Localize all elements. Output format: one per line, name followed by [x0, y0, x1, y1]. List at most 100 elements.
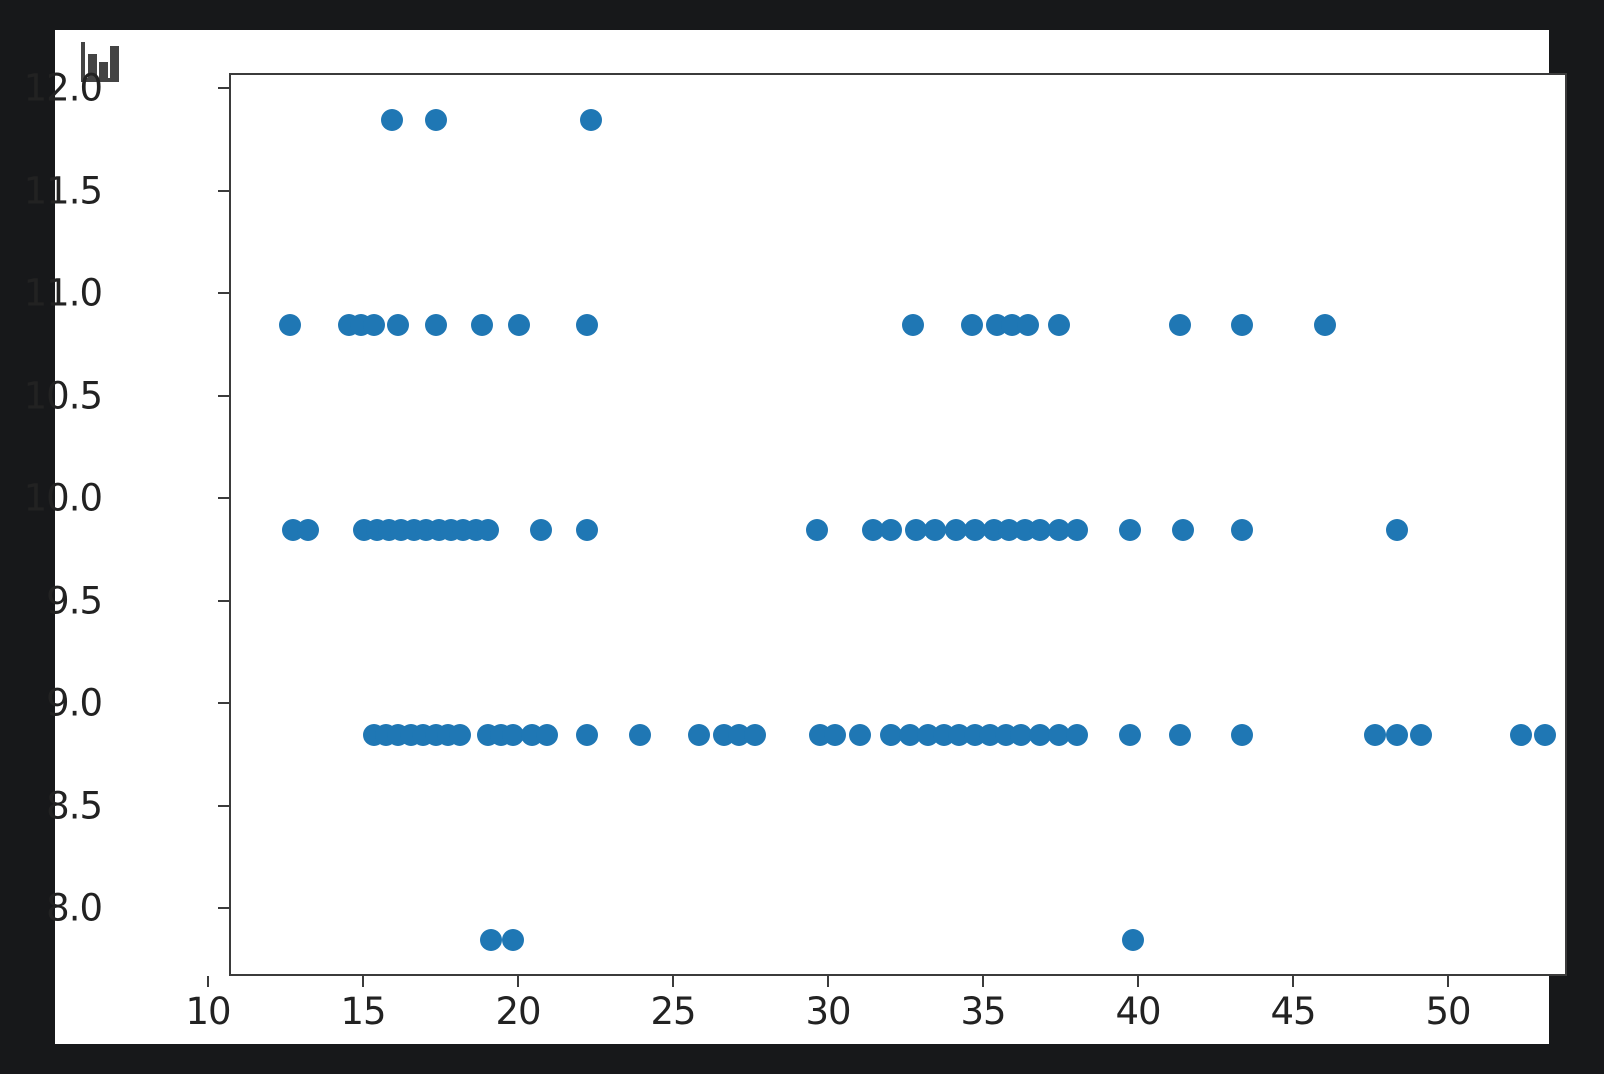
- x-tick-label: 20: [495, 990, 541, 1033]
- scatter-point: [743, 724, 766, 746]
- y-tick-mark: [218, 702, 229, 704]
- x-tick-label: 10: [185, 990, 231, 1033]
- scatter-point: [898, 724, 921, 746]
- scatter-point: [297, 519, 320, 541]
- scatter-point: [449, 724, 472, 746]
- scatter-point: [824, 724, 847, 746]
- matplotlib-figure-canvas: 8.0 8.5 9.0 9.5 10.0 10.5 11.0 11.5 12.0 10 15 20 2…: [24, 30, 1567, 1044]
- x-tick-mark: [1292, 976, 1294, 987]
- scatter-point: [502, 929, 524, 951]
- x-tick-mark: [517, 976, 519, 987]
- scatter-point: [1118, 519, 1141, 541]
- y-tick-mark: [218, 292, 229, 294]
- scatter-point: [424, 314, 447, 336]
- scatter-point: [502, 724, 524, 746]
- scatter-point: [1029, 519, 1051, 541]
- bar-chart-icon[interactable]: [79, 40, 125, 88]
- y-tick-label: 8.5: [46, 784, 103, 827]
- x-tick-mark: [362, 976, 364, 987]
- scatter-point: [1168, 724, 1191, 746]
- scatter-point: [1171, 519, 1194, 541]
- y-tick-mark: [218, 599, 229, 602]
- y-tick-label: 10.5: [23, 374, 103, 417]
- scatter-point: [1230, 724, 1253, 746]
- x-tick-label: 45: [1270, 990, 1316, 1033]
- scatter-point: [1047, 519, 1070, 541]
- scatter-point: [387, 314, 410, 336]
- x-tick-label: 30: [805, 990, 851, 1033]
- scatter-point: [529, 519, 552, 541]
- scatter-point: [576, 724, 599, 746]
- y-tick-mark: [218, 394, 229, 397]
- scatter-point: [576, 519, 599, 541]
- scatter-point: [1047, 724, 1070, 746]
- scatter-point: [477, 519, 500, 541]
- scatter-point: [880, 724, 903, 746]
- y-tick-label: 8.0: [46, 886, 103, 930]
- plot-axes-area[interactable]: [229, 73, 1567, 976]
- scatter-point: [1029, 724, 1051, 746]
- scatter-point: [1118, 724, 1141, 746]
- x-tick-label: 35: [960, 990, 1006, 1033]
- x-tick-mark: [827, 976, 829, 987]
- x-tick-mark: [672, 976, 674, 987]
- y-tick-label: 9.5: [46, 579, 103, 622]
- scatter-point: [1410, 724, 1433, 746]
- scatter-point: [1230, 314, 1253, 336]
- scatter-point: [1066, 519, 1089, 541]
- y-tick-label: 10.0: [23, 476, 103, 520]
- scatter-point: [945, 519, 968, 541]
- x-tick-label: 40: [1115, 990, 1161, 1033]
- scatter-point: [1066, 724, 1089, 746]
- scatter-point: [381, 109, 404, 131]
- scatter-point: [805, 519, 828, 541]
- y-tick-label: 11.0: [23, 271, 103, 315]
- y-tick-label: 12.0: [23, 66, 103, 110]
- scatter-point: [688, 724, 710, 746]
- scatter-point: [1168, 314, 1191, 336]
- scatter-point: [1509, 724, 1532, 746]
- x-tick-mark: [1137, 976, 1139, 987]
- y-tick-mark: [218, 87, 229, 89]
- x-tick-label: 15: [340, 990, 386, 1033]
- x-tick-label: 25: [650, 990, 696, 1033]
- scatter-point: [480, 929, 503, 951]
- scatter-point: [362, 314, 385, 336]
- x-tick-label: 50: [1425, 990, 1471, 1033]
- scatter-point: [278, 314, 301, 336]
- x-tick-mark: [982, 976, 984, 987]
- scatter-point: [1534, 724, 1557, 746]
- scatter-point: [576, 314, 599, 336]
- scatter-point: [579, 109, 602, 131]
- scatter-point: [471, 314, 493, 336]
- scatter-point: [905, 519, 927, 541]
- y-tick-mark: [218, 497, 229, 499]
- x-tick-mark: [207, 976, 209, 987]
- scatter-point: [849, 724, 872, 746]
- scatter-point: [536, 724, 559, 746]
- scatter-point: [1385, 519, 1408, 541]
- scatter-point: [629, 724, 652, 746]
- y-tick-mark: [218, 907, 229, 909]
- scatter-point: [1314, 314, 1337, 336]
- scatter-point: [1010, 724, 1033, 746]
- scatter-point: [1363, 724, 1386, 746]
- scatter-point: [861, 519, 884, 541]
- scatter-point: [1122, 929, 1144, 951]
- scatter-point: [1385, 724, 1408, 746]
- scatter-point: [424, 109, 447, 131]
- y-tick-label: 9.0: [46, 681, 103, 725]
- scatter-point: [508, 314, 531, 336]
- x-tick-mark: [1447, 976, 1449, 987]
- y-tick-mark: [218, 804, 229, 807]
- y-tick-mark: [218, 189, 229, 192]
- scatter-point: [923, 519, 946, 541]
- scatter-point: [880, 519, 903, 541]
- y-tick-label: 11.5: [23, 169, 103, 212]
- scatter-point: [1230, 519, 1253, 541]
- scatter-point: [901, 314, 924, 336]
- scatter-point: [963, 519, 986, 541]
- scatter-point: [1047, 314, 1070, 336]
- scatter-point: [960, 314, 983, 336]
